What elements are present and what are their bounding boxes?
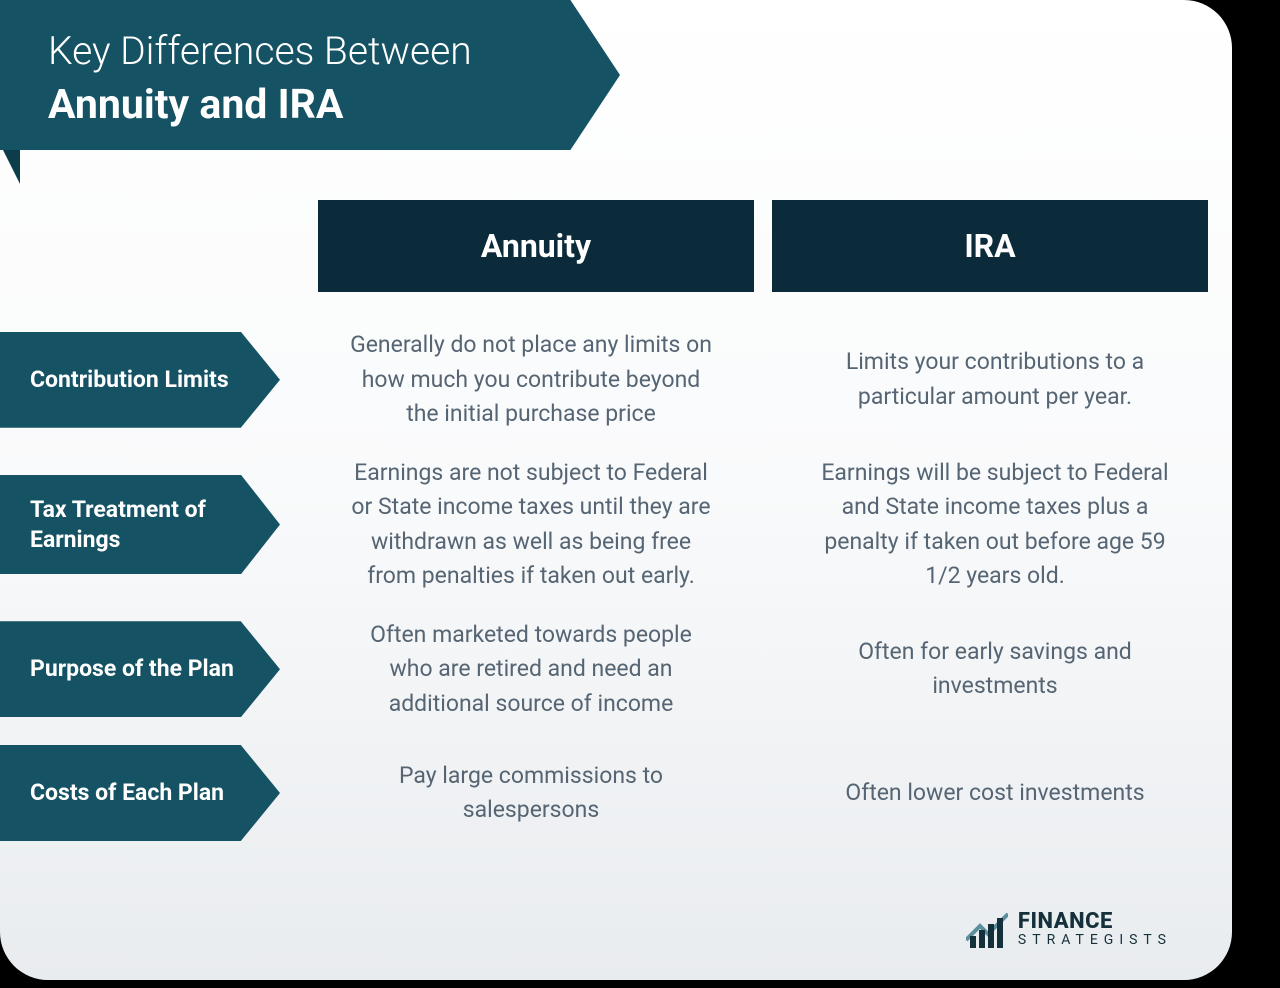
cell-annuity-contribution: Generally do not place any limits on how… — [318, 328, 744, 432]
logo-text: FINANCE STRATEGISTS — [1018, 911, 1172, 947]
banner-notch — [0, 144, 20, 184]
comparison-table: Annuity IRA Contribution Limits Generall… — [0, 200, 1232, 865]
table-row: Tax Treatment of Earnings Earnings are n… — [0, 456, 1208, 594]
row-label-tax-treatment: Tax Treatment of Earnings — [0, 475, 280, 575]
column-header-ira: IRA — [772, 200, 1208, 292]
title-line-2: Annuity and IRA — [48, 81, 572, 130]
row-label-costs: Costs of Each Plan — [0, 745, 280, 841]
cell-ira-contribution: Limits your contributions to a particula… — [782, 345, 1208, 414]
title-banner: Key Differences Between Annuity and IRA — [0, 0, 620, 150]
cell-annuity-purpose: Often marketed towards people who are re… — [318, 618, 744, 722]
row-label-contribution-limits: Contribution Limits — [0, 332, 280, 428]
brand-logo: FINANCE STRATEGISTS — [966, 910, 1172, 948]
cell-ira-tax: Earnings will be subject to Federal and … — [782, 456, 1208, 594]
column-header-annuity: Annuity — [318, 200, 754, 292]
logo-mark-icon — [966, 910, 1008, 948]
table-row: Contribution Limits Generally do not pla… — [0, 328, 1208, 432]
cell-annuity-costs: Pay large commissions to salespersons — [318, 759, 744, 828]
cell-annuity-tax: Earnings are not subject to Federal or S… — [318, 456, 744, 594]
title-line-1: Key Differences Between — [48, 28, 572, 75]
row-label-purpose: Purpose of the Plan — [0, 621, 280, 717]
logo-text-bottom: STRATEGISTS — [1018, 933, 1172, 947]
logo-text-top: FINANCE — [1018, 911, 1172, 933]
table-row: Costs of Each Plan Pay large commissions… — [0, 745, 1208, 841]
cell-ira-purpose: Often for early savings and investments — [782, 635, 1208, 704]
cell-ira-costs: Often lower cost investments — [782, 776, 1208, 811]
infographic-card: Key Differences Between Annuity and IRA … — [0, 0, 1232, 980]
table-row: Purpose of the Plan Often marketed towar… — [0, 618, 1208, 722]
table-header-row: Annuity IRA — [0, 200, 1208, 292]
